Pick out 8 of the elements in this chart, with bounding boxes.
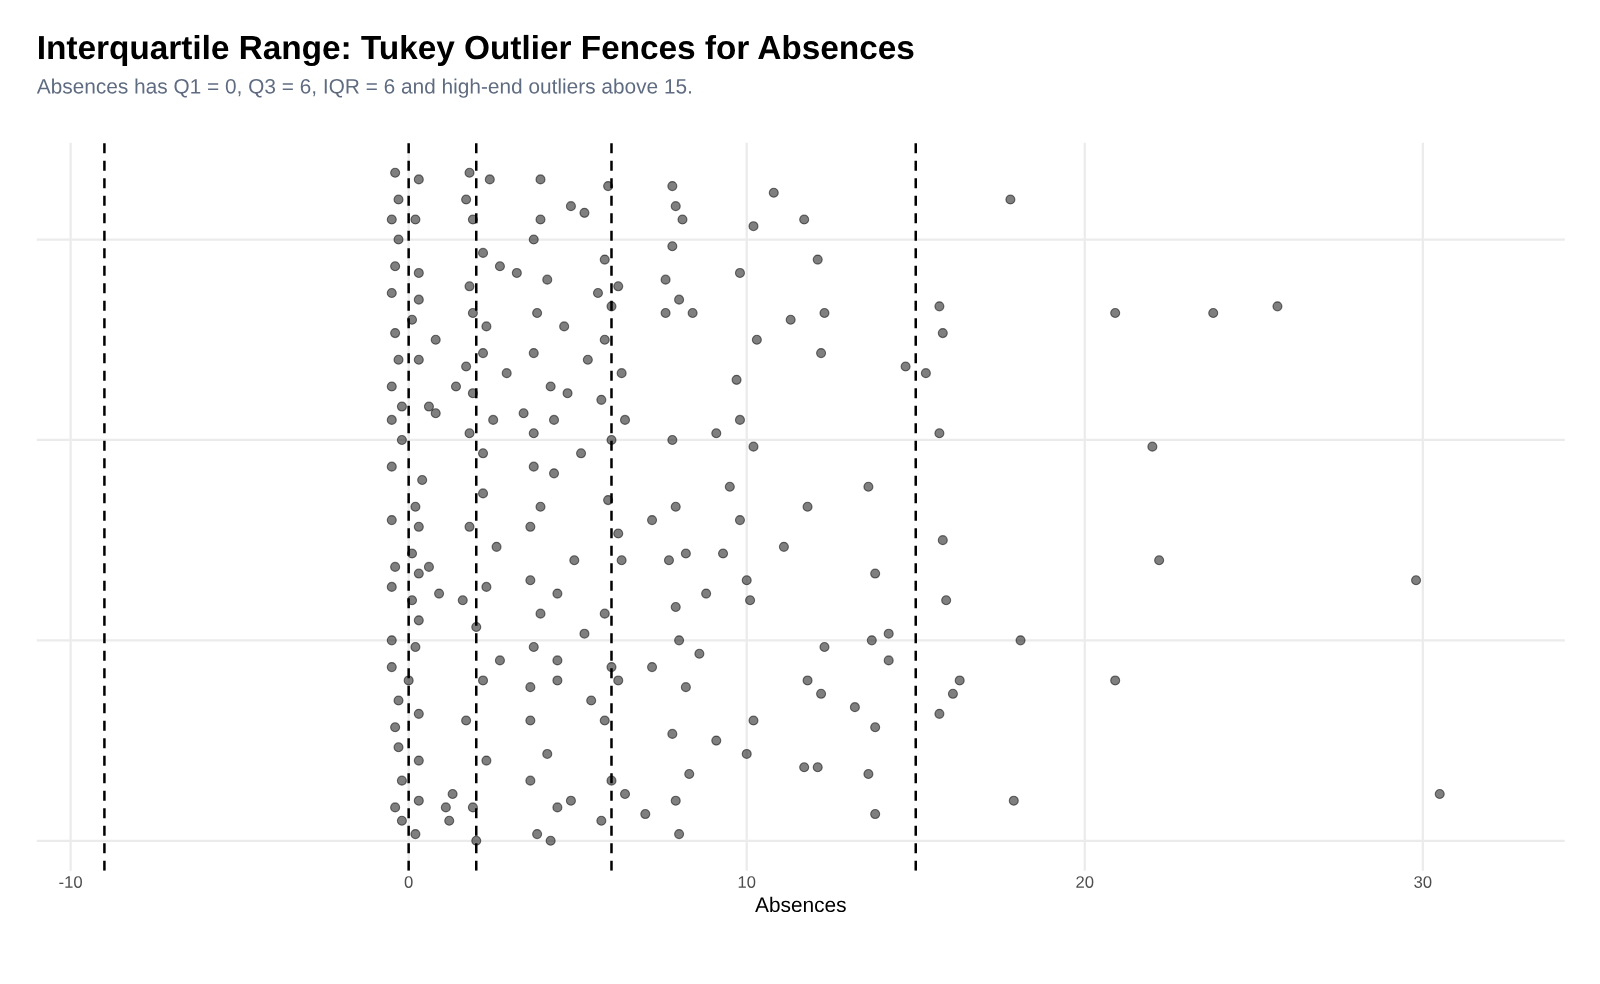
x-axis-title: Absences	[755, 896, 846, 913]
x-tick-label: 0	[404, 876, 413, 888]
x-tick-label: 10	[738, 876, 756, 888]
chart-title: Interquartile Range: Tukey Outlier Fences for Absences	[39, 34, 914, 67]
x-tick-label: 20	[1076, 876, 1094, 888]
chart-subtitle: Absences has Q1 = 0, Q3 = 6, IQR = 6 and high-end outliers above 15.	[36, 78, 691, 98]
x-tick-label: 30	[1414, 876, 1432, 888]
x-tick-label: -10	[59, 876, 82, 888]
